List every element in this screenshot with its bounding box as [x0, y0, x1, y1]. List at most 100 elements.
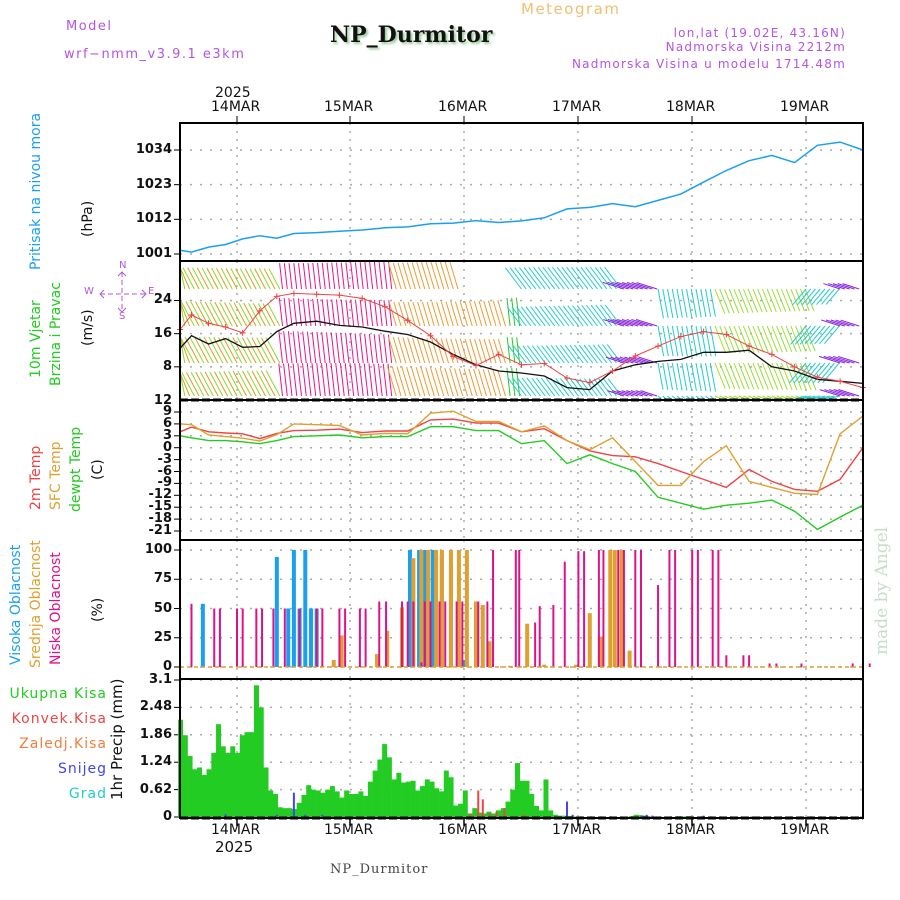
wind-arrow: [265, 337, 281, 364]
wind-arrow: [182, 267, 195, 290]
wind-arrow: [833, 355, 855, 364]
wind-arrow: [244, 268, 257, 290]
wind-arrow: [516, 337, 521, 364]
precip-total-bar: [439, 791, 445, 817]
precip-total-bar: [377, 759, 383, 817]
wind-arrow: [189, 336, 205, 364]
wind-arrow: [507, 377, 522, 397]
cloud-low-bar: [213, 608, 216, 667]
cloud-mid-bar: [339, 635, 344, 667]
wind-arrow: [340, 332, 345, 364]
wind-arrow: [567, 305, 584, 327]
wind-arrow: [283, 263, 288, 290]
wind-arrow: [728, 325, 741, 354]
wind-arrow: [523, 267, 541, 290]
precip-total-bar: [344, 790, 350, 817]
wind-arrow: [378, 334, 383, 364]
wind-arrow: [512, 377, 527, 397]
wind-gust-marker: [495, 351, 502, 358]
pressure-line: [179, 141, 864, 253]
wind-arrow: [377, 363, 383, 397]
wind-gust-marker: [336, 292, 343, 299]
wind-arrow: [248, 303, 262, 327]
cloud-tick-label: 0: [162, 659, 172, 674]
wind-arrow: [830, 319, 850, 327]
wind-arrow: [527, 345, 541, 364]
wind-arrow: [392, 336, 402, 364]
wind-arrow: [552, 266, 570, 290]
wind-arrow: [806, 288, 821, 305]
wind-arrow: [435, 261, 445, 290]
wind-arrow: [316, 332, 321, 364]
wind-arrow: [340, 299, 345, 327]
wind-arrow: [354, 363, 359, 397]
wind-arrow: [633, 356, 653, 364]
precip-total-bar: [391, 779, 397, 817]
wind-arrow: [232, 370, 247, 397]
wind-arrow: [793, 362, 812, 384]
cloud-low-bar: [538, 606, 541, 667]
wind-arrow: [709, 288, 716, 317]
cloud-low-bar: [272, 608, 275, 667]
wind-gust-marker: [273, 293, 280, 300]
cloud-mid-bar: [439, 550, 444, 667]
wind-arrow: [728, 288, 740, 314]
wind-gust-marker: [609, 367, 616, 374]
wind-arrow: [180, 301, 195, 327]
cloud-low-bar: [634, 550, 637, 667]
cloud-low-bar: [412, 601, 415, 667]
wind-arrow: [611, 390, 629, 397]
temp-sfc-line: [180, 410, 864, 496]
wind-arrow: [605, 356, 625, 364]
wind-arrow: [359, 299, 364, 327]
wind-gust-marker: [188, 312, 195, 319]
wind-arrow: [195, 371, 210, 397]
cloud-mid-bar: [619, 550, 624, 667]
cloud-mid-bar: [331, 659, 336, 667]
elevation-label: Nadmorska Visina 2212m: [665, 40, 846, 54]
wind-arrow: [421, 337, 431, 364]
bottom-day-label: 16MAR: [438, 822, 488, 838]
wind-arrow: [676, 362, 683, 391]
wind-arrow: [345, 262, 350, 290]
wind-arrow: [411, 262, 421, 290]
wind-arrow: [771, 325, 783, 353]
wind-arrow: [268, 268, 281, 290]
precip-tick-label: 1.86: [139, 726, 172, 742]
cloud-low-bar: [406, 601, 409, 667]
precip-total-bar: [334, 791, 340, 817]
precip-total-bar: [401, 782, 407, 817]
wind-arrow: [396, 366, 407, 397]
wind-arrow: [373, 334, 378, 364]
compass-north: N: [119, 260, 127, 271]
wind-arrow: [402, 337, 412, 364]
wind-arrow: [298, 263, 302, 290]
wind-arrow: [283, 297, 288, 327]
wind-arrow: [542, 266, 560, 290]
wind-gust-marker: [746, 343, 753, 350]
precip-total-bar: [282, 808, 288, 817]
top-year-label: 2025: [215, 85, 251, 101]
wind-arrow: [398, 302, 407, 327]
wind-arrow: [216, 267, 228, 290]
wind-arrow: [382, 363, 388, 397]
wind-arrow: [306, 331, 312, 364]
wind-arrow: [364, 261, 369, 290]
wind-arrow: [585, 266, 603, 290]
cloud-low-bar: [218, 608, 221, 667]
wind-arrow: [714, 288, 726, 314]
wind-arrow: [588, 344, 603, 364]
footer-station: NP_Durmitor: [330, 862, 429, 877]
bottom-day-label: 17MAR: [552, 822, 602, 838]
wind-gust-marker: [222, 324, 229, 331]
wind-arrow: [602, 281, 625, 290]
wind-arrow: [230, 268, 243, 290]
wind-arrow: [818, 355, 841, 364]
wind-arrow: [738, 325, 750, 353]
wind-arrow: [368, 333, 374, 364]
temp-tick-label: -18: [148, 511, 173, 527]
wind-arrow: [374, 300, 378, 327]
wind-arrow: [612, 319, 634, 327]
precip-total-bar: [448, 777, 454, 817]
